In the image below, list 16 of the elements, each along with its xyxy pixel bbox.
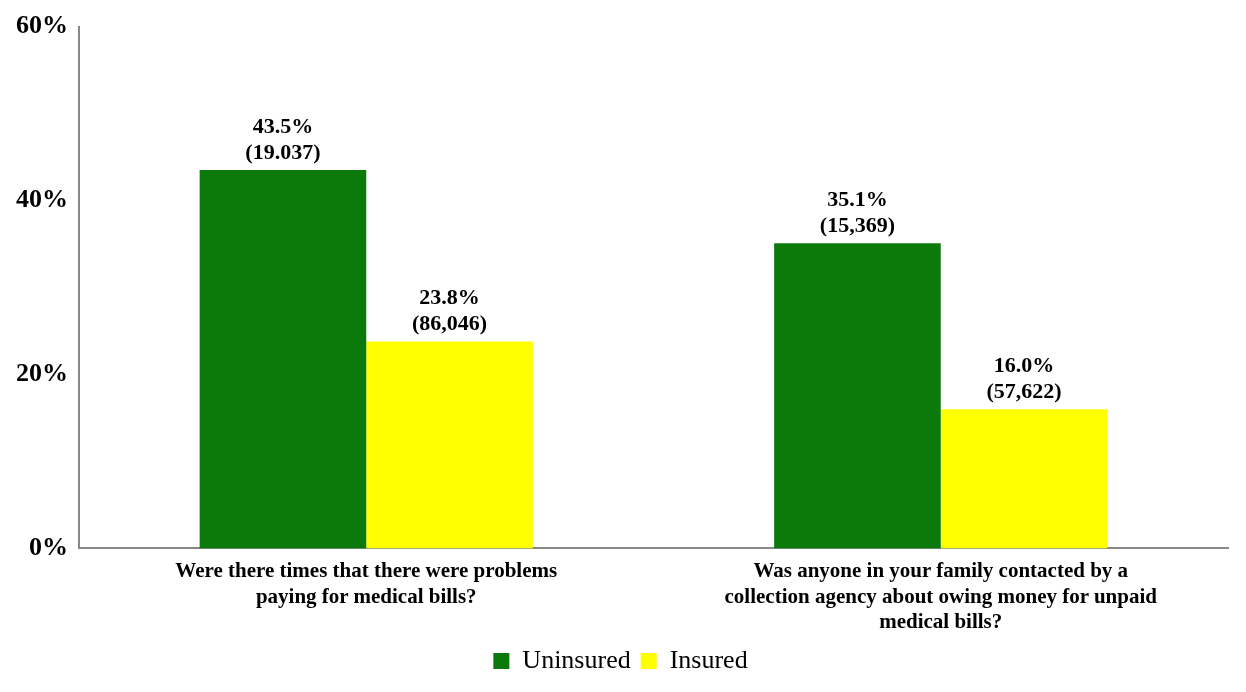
data-label: 43.5% (19.037) [245, 112, 321, 164]
x-tick-label: Were there times that there were problems paying for medical bills? [175, 558, 558, 608]
data-label: 16.0% (57,622) [986, 351, 1062, 403]
data-label: 23.8% (86,046) [411, 284, 488, 336]
y-tick-label: 60% [16, 10, 68, 40]
data-label: 35.1% (15,369) [819, 185, 896, 237]
y-tick-label: 0% [29, 532, 68, 562]
bar [199, 170, 367, 549]
bar [940, 409, 1108, 549]
y-tick-label: 20% [16, 358, 68, 388]
legend-label: Insured [669, 644, 748, 674]
bar [774, 243, 941, 549]
y-tick-label: 40% [16, 184, 68, 214]
legend-label: Uninsured [522, 644, 631, 674]
bar [366, 341, 533, 549]
x-tick-label: Was anyone in your family contacted by a collection agency about owing money for unpaid medical bills? [724, 558, 1158, 633]
